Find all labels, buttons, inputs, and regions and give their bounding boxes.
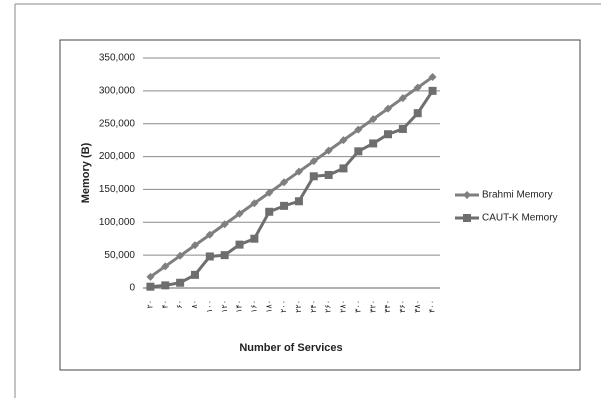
data-point <box>250 199 259 208</box>
x-tick-label: ۲۰ <box>146 300 155 309</box>
data-point <box>146 272 155 281</box>
data-point <box>384 130 393 139</box>
data-point <box>235 209 244 218</box>
data-point <box>205 230 214 239</box>
y-tick-label: 150,000 <box>99 184 136 195</box>
data-point <box>190 241 199 250</box>
y-tick-label: 300,000 <box>99 85 136 96</box>
x-tick-label: ۱۰۰ <box>205 300 214 313</box>
x-tick-label: ۴۰ <box>160 300 169 309</box>
data-point <box>220 220 229 229</box>
data-point <box>161 281 170 290</box>
data-point <box>161 262 170 271</box>
data-point <box>398 94 407 103</box>
data-point <box>190 270 199 279</box>
data-point <box>398 124 407 133</box>
x-tick-label: ۴۰۰ <box>428 300 437 313</box>
y-tick-label: 350,000 <box>99 53 136 64</box>
y-tick-label: 200,000 <box>99 151 136 162</box>
data-point <box>324 146 333 155</box>
data-point <box>250 234 259 243</box>
data-point <box>294 167 303 176</box>
chart-border <box>59 39 581 371</box>
data-point <box>428 73 437 82</box>
data-point <box>413 83 422 92</box>
data-point <box>280 201 289 210</box>
data-point <box>220 251 229 260</box>
data-point <box>339 136 348 145</box>
series-line <box>149 75 434 279</box>
data-point <box>339 164 348 173</box>
data-point <box>413 109 422 118</box>
x-tick-label: ۸۰ <box>190 300 199 309</box>
x-tick-label: ۲۴۰ <box>309 300 318 313</box>
data-point <box>463 214 471 222</box>
data-point <box>309 157 318 166</box>
data-point <box>428 86 437 95</box>
data-point <box>354 125 363 134</box>
x-tick-label: ۳۲۰ <box>368 300 377 313</box>
y-tick-label: 100,000 <box>99 217 136 228</box>
y-tick-label: 250,000 <box>99 118 136 129</box>
x-tick-label: ۶۰ <box>175 300 184 309</box>
data-point <box>369 115 378 124</box>
x-axis-title: Number of Services <box>239 342 342 354</box>
x-tick-label: ۳۶۰ <box>398 300 407 313</box>
legend-label: Brahmi Memory <box>482 190 553 201</box>
x-tick-label: ۳۰۰ <box>353 300 362 313</box>
data-point <box>265 207 274 216</box>
series-line <box>150 90 434 289</box>
x-tick-label: ۱۶۰ <box>249 300 258 313</box>
data-point <box>265 188 274 197</box>
data-point <box>235 240 244 249</box>
legend-label: CAUT-K Memory <box>482 213 558 224</box>
data-point <box>369 139 378 148</box>
x-tick-label: ۳۴۰ <box>383 300 392 313</box>
x-tick-label: ۱۸۰ <box>264 300 273 313</box>
x-tick-label: ۱۴۰ <box>235 300 244 313</box>
data-point <box>294 197 303 206</box>
data-point <box>309 172 318 181</box>
x-tick-label: ۲۰۰ <box>279 300 288 313</box>
x-tick-label: ۲۸۰ <box>339 300 348 313</box>
data-point <box>176 278 185 287</box>
data-point <box>280 178 289 187</box>
data-point <box>384 104 393 113</box>
x-tick-label: ۳۸۰ <box>413 300 422 313</box>
data-point <box>146 282 155 291</box>
y-tick-label: 0 <box>129 283 135 294</box>
data-point <box>205 252 214 261</box>
x-tick-label: ۱۲۰ <box>220 300 229 313</box>
data-point <box>324 170 333 179</box>
data-point <box>463 191 471 199</box>
data-point <box>354 147 363 156</box>
data-point <box>176 251 185 260</box>
x-tick-label: ۲۲۰ <box>294 300 303 313</box>
y-tick-label: 50,000 <box>104 250 135 261</box>
y-axis-title: Memory (B) <box>80 142 92 203</box>
x-tick-label: ۲۶۰ <box>324 300 333 313</box>
